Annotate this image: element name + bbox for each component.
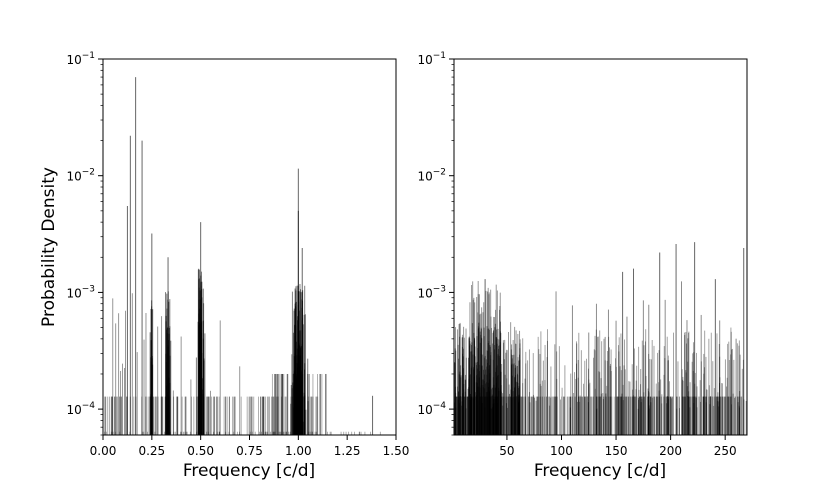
y-tick-label: 10−3 xyxy=(417,284,446,300)
y-tick-label: 10−1 xyxy=(417,51,446,67)
right-histogram-bars xyxy=(455,242,747,435)
right-x-axis-label: Frequency [c/d] xyxy=(534,461,666,481)
left-histogram-bars xyxy=(105,77,381,435)
x-tick-label: 1.25 xyxy=(334,444,361,458)
y-tick-label: 10−2 xyxy=(417,168,446,184)
left-y-ticks: 10−4 10−3 10−2 10−1 xyxy=(66,51,103,435)
left-x-axis-label: Frequency [c/d] xyxy=(183,461,315,481)
y-tick-label: 10−2 xyxy=(66,168,95,184)
x-tick-label: 250 xyxy=(714,444,737,458)
left-plot-frame xyxy=(103,59,396,435)
y-tick-label: 10−1 xyxy=(66,51,95,67)
x-tick-label: 1.50 xyxy=(383,444,410,458)
right-histogram-panel: 50 100 150 200 250 10−4 10−3 10−2 10−1 Frequenc… xyxy=(417,51,747,481)
left-histogram-panel: 0.00 0.25 0.50 0.75 1.00 1.25 1.50 10−410−310−… xyxy=(39,51,409,481)
left-x-ticks: 0.00 0.25 0.50 0.75 1.00 1.25 1.50 xyxy=(90,435,410,458)
x-tick-label: 50 xyxy=(499,444,514,458)
x-tick-label: 0.50 xyxy=(187,444,214,458)
x-tick-label: 200 xyxy=(659,444,682,458)
x-tick-label: 1.00 xyxy=(285,444,312,458)
right-x-ticks: 50 100 150 200 250 xyxy=(499,435,736,458)
x-tick-label: 0.00 xyxy=(90,444,117,458)
x-tick-label: 150 xyxy=(605,444,628,458)
x-tick-label: 0.75 xyxy=(236,444,263,458)
x-tick-label: 0.25 xyxy=(138,444,165,458)
left-y-axis-label: Probability Density xyxy=(39,167,59,327)
y-tick-label: 10−4 xyxy=(66,401,95,417)
x-tick-label: 100 xyxy=(550,444,573,458)
y-tick-label: 10−4 xyxy=(417,401,446,417)
right-y-ticks: 10−4 10−3 10−2 10−1 xyxy=(417,51,454,435)
y-tick-label: 10−3 xyxy=(66,284,95,300)
